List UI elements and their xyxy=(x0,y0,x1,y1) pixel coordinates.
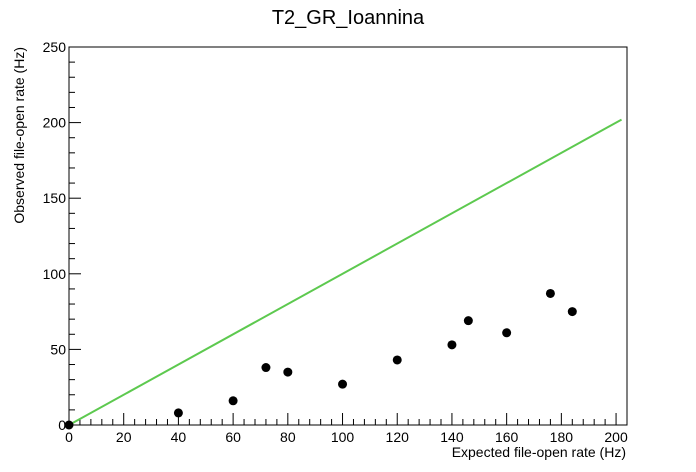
reference-line xyxy=(68,118,623,426)
data-point xyxy=(463,316,473,326)
x-tick-label: 0 xyxy=(65,429,73,445)
y-tick-label: 0 xyxy=(58,417,66,433)
chart-title: T2_GR_Ioannina xyxy=(272,7,425,29)
data-point xyxy=(545,288,555,298)
plot-frame xyxy=(68,46,628,426)
y-tick-label: 50 xyxy=(50,341,66,357)
y-tick-label: 200 xyxy=(43,115,67,131)
y-tick-label: 150 xyxy=(43,190,67,206)
data-point xyxy=(502,328,512,338)
plot-series xyxy=(64,118,623,430)
x-tick-label: 60 xyxy=(225,429,241,445)
x-tick-label: 120 xyxy=(386,429,410,445)
x-tick-label: 160 xyxy=(495,429,519,445)
data-point xyxy=(567,307,577,317)
x-tick-label: 200 xyxy=(604,429,628,445)
x-tick-label: 20 xyxy=(116,429,132,445)
data-point xyxy=(261,363,271,373)
x-tick-label: 180 xyxy=(550,429,574,445)
data-point xyxy=(392,355,402,365)
data-point xyxy=(173,408,183,418)
data-point xyxy=(338,379,348,389)
data-point xyxy=(228,396,238,406)
x-tick-label: 100 xyxy=(331,429,355,445)
x-axis-label: Expected file-open rate (Hz) xyxy=(452,444,626,460)
x-tick-label: 140 xyxy=(440,429,464,445)
data-point xyxy=(283,367,293,377)
x-tick-label: 80 xyxy=(280,429,296,445)
y-tick-label: 100 xyxy=(43,266,67,282)
data-point xyxy=(447,340,457,350)
y-axis-label: Observed file-open rate (Hz) xyxy=(11,47,27,224)
axes: 0 20 40 60 80 100 120 140 160 180 200 0 50 100 150 200 2… xyxy=(43,39,628,445)
data-point xyxy=(64,420,74,430)
x-tick-label: 40 xyxy=(171,429,187,445)
y-tick-label: 250 xyxy=(43,39,67,55)
